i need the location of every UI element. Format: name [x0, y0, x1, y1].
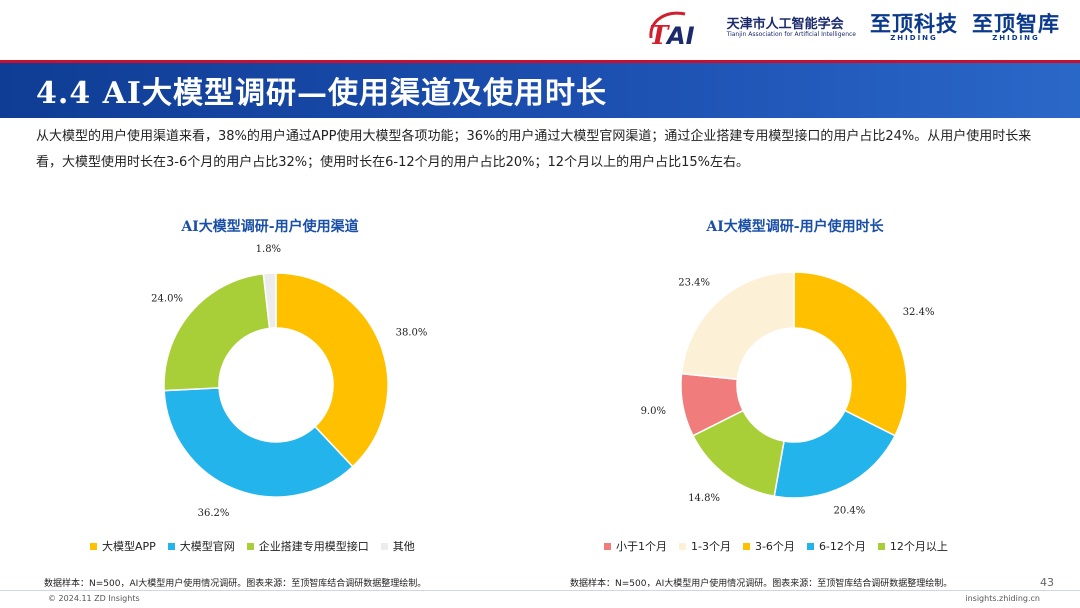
chart2-slice-3 [773, 409, 897, 499]
chart1-slice-1 [163, 387, 354, 498]
chart1-value-label-3: 1.8% [256, 244, 281, 255]
chart2-value-label-0: 9.0% [641, 406, 666, 417]
title-bar [0, 60, 1080, 118]
chart2-legend: 小于1个月 1-3个月 3-6个月 6-12个月 12个月以上 [604, 538, 948, 554]
chart2-legend-swatch-4 [877, 542, 885, 550]
page-number: 43 [1040, 576, 1054, 589]
chart2-legend-item-4: 12个月以上 [877, 538, 948, 554]
chart2-title: AI大模型调研-用户使用时长 [706, 219, 884, 235]
chart1-slice-3 [262, 272, 277, 330]
brand2-name: 至顶智库 [972, 12, 1060, 36]
chart1-legend-swatch-3 [380, 542, 388, 550]
header-logos: T AI 天津市人工智能学会 Tianjin Association for A… [645, 6, 1060, 50]
chart1-legend-swatch-0 [90, 542, 97, 550]
chart1-legend: 大模型APP 大模型官网 企业搭建专用模型接口 其他 [90, 538, 415, 554]
org-name-block: 天津市人工智能学会 Tianjin Association for Artifi… [726, 16, 856, 39]
chart1-slice-0 [275, 272, 389, 468]
chart1-note: 数据样本：N=500，AI大模型用户使用情况调研。图表来源：至顶智库结合调研数据… [44, 579, 427, 589]
brand1-name: 至顶科技 [870, 12, 958, 36]
chart2-legend-item-2: 3-6个月 [742, 538, 795, 554]
page-title: 4.4 AI大模型调研—使用渠道及使用时长 [36, 76, 607, 111]
chart1-value-label-2: 24.0% [151, 294, 183, 305]
chart1-title: AI大模型调研-用户使用渠道 [181, 219, 359, 235]
chart1-legend-label-0: 大模型APP [102, 540, 156, 553]
svg-text:T: T [649, 21, 670, 48]
chart2-value-label-2: 32.4% [903, 307, 935, 318]
chart2-legend-item-0: 小于1个月 [604, 538, 667, 554]
svg-text:AI: AI [665, 22, 695, 48]
footer-site: insights.zhiding.cn [965, 594, 1040, 603]
chart1-legend-item-3: 其他 [380, 538, 415, 554]
chart1-slice-2 [163, 272, 271, 392]
chart1-legend-item-0: 大模型APP [90, 538, 156, 554]
org-name: 天津市人工智能学会 [726, 16, 844, 32]
chart1-value-label-0: 38.0% [396, 327, 428, 338]
chart2-legend-item-1: 1-3个月 [679, 538, 731, 554]
chart2-slice-1 [680, 271, 795, 381]
chart2-value-label-4: 14.8% [688, 493, 720, 504]
chart2-legend-label-2: 3-6个月 [754, 540, 795, 553]
chart2-legend-swatch-1 [679, 542, 686, 550]
chart1-legend-label-3: 其他 [392, 540, 415, 553]
brand-zhiding-tech: 至顶科技 ZHIDING [870, 14, 958, 42]
chart1-legend-item-1: 大模型官网 [167, 538, 235, 554]
chart1-legend-swatch-2 [246, 542, 254, 550]
chart2-legend-swatch-2 [742, 542, 750, 550]
footer-rule [0, 590, 1080, 591]
chart2-legend-label-3: 6-12个月 [818, 540, 866, 553]
chart2-legend-item-3: 6-12个月 [806, 538, 866, 554]
chart2-value-label-1: 23.4% [678, 277, 710, 288]
chart1-legend-label-2: 企业搭建专用模型接口 [258, 540, 369, 553]
brand2-en: ZHIDING [992, 34, 1040, 42]
title-bar-accent [0, 60, 1080, 63]
chart2-legend-swatch-0 [604, 542, 611, 550]
chart2-note: 数据样本：N=500，AI大模型用户使用情况调研。图表来源：至顶智库结合调研数据… [570, 579, 953, 589]
chart2-legend-label-4: 12个月以上 [889, 540, 948, 553]
chart2-legend-label-1: 1-3个月 [691, 540, 731, 553]
intro-paragraph: 从大模型的用户使用渠道来看，38%的用户通过APP使用大模型各项功能；36%的用… [36, 129, 1032, 170]
chart1-legend-swatch-1 [167, 542, 175, 550]
chart1-legend-label-1: 大模型官网 [179, 540, 235, 553]
chart2-legend-swatch-3 [806, 542, 814, 550]
chart2-legend-label-0: 小于1个月 [616, 540, 667, 553]
chart1-value-label-1: 36.2% [198, 508, 230, 519]
brand-zhiding-think: 至顶智库 ZHIDING [972, 14, 1060, 42]
chart1-legend-item-2: 企业搭建专用模型接口 [246, 538, 369, 554]
chart2-slice-2 [793, 271, 908, 437]
org-name-en: Tianjin Association for Artificial Intel… [726, 30, 856, 38]
chart2-value-label-3: 20.4% [834, 505, 866, 516]
tai-logo-icon: T AI [645, 8, 713, 48]
footer-copyright: © 2024.11 ZD Insights [48, 594, 140, 603]
brand1-en: ZHIDING [890, 34, 938, 42]
